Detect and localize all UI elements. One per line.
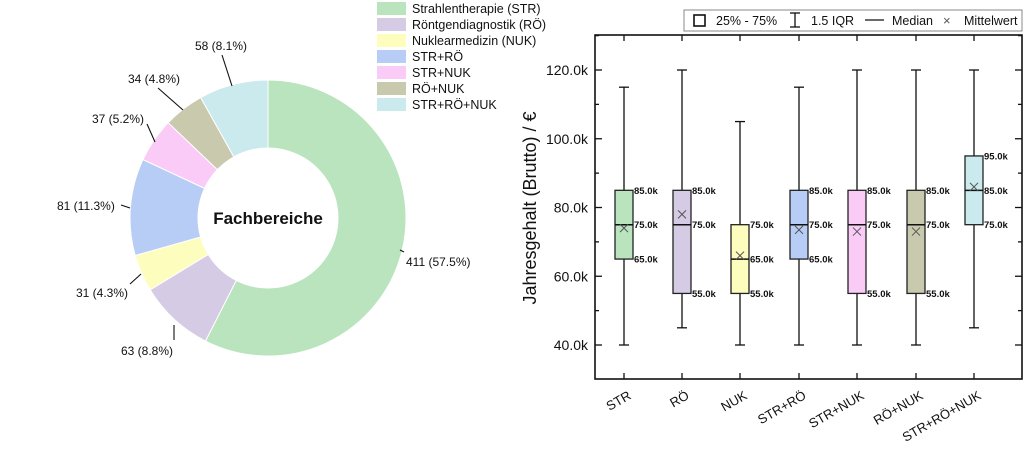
legend-whisker-icon — [790, 12, 800, 28]
y-axis-title: Jahresgehalt (Brutto) / € — [520, 111, 540, 304]
y-tick-label: 100.0k — [546, 131, 589, 147]
donut-data-label: 411 (57.5%) — [406, 255, 470, 269]
box-value-label: 65.0k — [634, 255, 658, 266]
box-value-label: 55.0k — [926, 289, 950, 300]
legend-mean-label: Mittelwert — [964, 14, 1018, 28]
legend-swatch — [377, 2, 406, 15]
legend-swatch — [377, 98, 406, 111]
legend-swatch — [377, 34, 406, 47]
y-tick-label: 80.0k — [554, 200, 589, 216]
box-value-label: 85.0k — [692, 186, 716, 197]
legend-label: Strahlentherapie (STR) — [412, 2, 541, 16]
box-str-r-: 85.0k 75.0k 65.0k — [789, 86, 833, 346]
box-r-nuk: 85.0k 75.0k 55.0k — [906, 69, 950, 346]
legend-swatch — [377, 18, 406, 31]
donut-center-title: Fachbereiche — [213, 209, 323, 228]
x-tick-label: RÖ — [667, 388, 691, 411]
legend-mean-icon: × — [943, 13, 951, 28]
donut-data-labels: 411 (57.5%) 63 (8.8%) 31 (4.3%) 81 (11.3%) 3… — [57, 39, 470, 358]
box-r-: 85.0k 75.0k 55.0k — [672, 69, 716, 329]
donut-data-label: 58 (8.1%) — [195, 39, 247, 53]
legend-box-icon — [693, 14, 706, 27]
leader-line — [157, 87, 184, 111]
box-value-label: 75.0k — [926, 220, 950, 231]
box-value-label: 55.0k — [692, 289, 716, 300]
box-value-label: 75.0k — [867, 220, 891, 231]
y-tick-label: 120.0k — [546, 62, 589, 78]
legend-label: Nuklearmedizin (NUK) — [412, 34, 536, 48]
box-value-label: 95.0k — [984, 151, 1008, 162]
legend-swatch — [377, 66, 406, 79]
box-value-label: 75.0k — [809, 220, 833, 231]
box-str-r-nuk: 95.0k 85.0k 75.0k — [964, 69, 1008, 329]
box-value-label: 65.0k — [750, 255, 774, 266]
legend-label: STR+RÖ — [412, 50, 463, 64]
box-value-label: 85.0k — [926, 186, 950, 197]
legend-swatch — [377, 50, 406, 63]
box-value-label: 85.0k — [634, 186, 658, 197]
box-value-label: 75.0k — [750, 220, 774, 231]
box-value-label: 55.0k — [750, 289, 774, 300]
legend-swatch — [377, 82, 406, 95]
box-value-label: 75.0k — [634, 220, 658, 231]
legend-whisker-label: 1.5 IQR — [811, 14, 854, 28]
legend-label: STR+NUK — [412, 66, 471, 80]
donut-data-label: 34 (4.8%) — [128, 72, 180, 86]
box-nuk: 75.0k 65.0k 55.0k — [730, 120, 774, 346]
y-axis: 40.0k 60.0k 80.0k 100.0k 120.0k — [546, 34, 1022, 353]
legend-frame — [683, 9, 1023, 32]
legend-label: Röntgendiagnostik (RÖ) — [412, 18, 546, 32]
legend-label: STR+RÖ+NUK — [412, 98, 497, 112]
donut-data-label: 63 (8.8%) — [121, 344, 173, 358]
box-value-label: 85.0k — [867, 186, 891, 197]
donut-data-label: 31 (4.3%) — [76, 286, 128, 300]
y-tick-label: 40.0k — [554, 337, 589, 353]
x-tick-label: STR — [603, 388, 633, 414]
y-tick-label: 60.0k — [554, 268, 589, 284]
donut-data-label: 37 (5.2%) — [92, 112, 144, 126]
box-value-label: 55.0k — [867, 289, 891, 300]
x-tick-label: NUK — [718, 387, 750, 414]
box-value-label: 75.0k — [692, 220, 716, 231]
donut-chart — [129, 79, 407, 357]
legend-box-label: 25% - 75% — [716, 14, 777, 28]
leader-line — [399, 249, 405, 253]
leader-line — [221, 54, 233, 87]
legend-label: RÖ+NUK — [412, 82, 465, 96]
boxes: 85.0k 75.0k 65.0k 85.0k 75.0k 55.0k 75.0k 65.0k… — [614, 69, 1008, 346]
leader-line — [146, 123, 156, 143]
donut-slice-str — [204, 79, 407, 357]
x-tick-label: STR+NUK — [806, 387, 867, 431]
boxplot-legend: 25% - 75% 1.5 IQR Median × Mittelwert — [683, 9, 1023, 32]
box-str: 85.0k 75.0k 65.0k — [614, 86, 658, 346]
pie-legend: Strahlentherapie (STR) Röntgendiagnostik … — [377, 2, 546, 112]
legend-median-label: Median — [892, 14, 933, 28]
donut-data-label: 81 (11.3%) — [57, 199, 115, 213]
x-tick-label: STR+RÖ — [755, 388, 808, 428]
box-str-nuk: 85.0k 75.0k 55.0k — [847, 69, 891, 346]
box-value-label: 75.0k — [984, 220, 1008, 231]
leader-line — [129, 273, 142, 285]
donut-slice-str-r-nuk — [199, 79, 269, 158]
box-value-label: 65.0k — [809, 255, 833, 266]
leader-line — [120, 204, 131, 209]
box-value-label: 85.0k — [809, 186, 833, 197]
box-value-label: 85.0k — [984, 186, 1008, 197]
